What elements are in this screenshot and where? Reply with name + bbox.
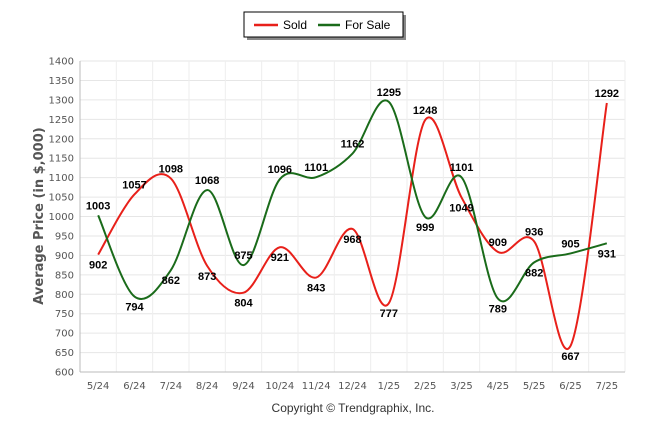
y-tick-label: 1400 xyxy=(49,57,74,68)
y-tick-label: 800 xyxy=(55,290,74,301)
y-tick-label: 1250 xyxy=(49,115,74,126)
y-tick-label: 900 xyxy=(55,251,74,262)
x-tick-label: 5/25 xyxy=(523,381,545,392)
data-label-for-sale: 1096 xyxy=(268,164,292,176)
x-tick-label: 6/24 xyxy=(123,381,145,392)
series-line-sold xyxy=(97,102,608,350)
data-label-sold: 843 xyxy=(307,283,325,295)
y-tick-label: 600 xyxy=(55,368,74,379)
y-tick-label: 1050 xyxy=(49,193,74,204)
data-label-sold: 804 xyxy=(234,298,253,310)
x-tick-label: 5/24 xyxy=(87,381,109,392)
data-label-for-sale: 1101 xyxy=(304,162,328,174)
y-tick-label: 700 xyxy=(55,329,74,340)
data-label-sold: 777 xyxy=(380,308,398,320)
data-label-for-sale: 931 xyxy=(598,248,616,260)
y-tick-label: 750 xyxy=(55,309,74,320)
data-labels: 902 1057 1098 873 804 921 843 968 777 1248 1049 909… xyxy=(86,87,619,363)
data-label-sold: 909 xyxy=(489,237,507,249)
data-label-sold: 873 xyxy=(198,271,216,283)
y-tick-label: 1000 xyxy=(49,212,74,223)
copyright-footer: Copyright © Trendgraphix, Inc. xyxy=(272,401,435,415)
y-tick-label: 950 xyxy=(55,231,74,242)
y-tick-label: 1300 xyxy=(49,95,74,106)
data-label-sold: 1248 xyxy=(413,105,437,117)
grid xyxy=(79,60,626,373)
data-label-for-sale: 1295 xyxy=(377,87,401,99)
data-label-sold: 936 xyxy=(525,226,543,238)
x-tick-label: 11/24 xyxy=(302,381,331,392)
x-tick-label: 9/24 xyxy=(232,381,254,392)
x-tick-label: 10/24 xyxy=(265,381,294,392)
axes: 600 650 700 750 800 850 900 950 1000 1050 1100 1150… xyxy=(49,57,625,392)
x-tick-label: 3/25 xyxy=(450,381,472,392)
data-label-for-sale: 999 xyxy=(416,222,434,234)
x-tick-label: 12/24 xyxy=(338,381,367,392)
y-tick-label: 1150 xyxy=(49,154,74,165)
x-tick-label: 1/25 xyxy=(378,381,400,392)
data-label-for-sale: 875 xyxy=(234,250,252,262)
y-tick-label: 850 xyxy=(55,270,74,281)
data-label-for-sale: 882 xyxy=(525,267,543,279)
legend-label-sold: Sold xyxy=(283,18,307,32)
data-label-for-sale: 794 xyxy=(125,302,144,314)
data-label-for-sale: 1003 xyxy=(86,200,110,212)
data-label-for-sale: 905 xyxy=(561,238,579,250)
legend-label-for-sale: For Sale xyxy=(345,18,391,32)
data-label-sold: 1057 xyxy=(122,179,146,191)
y-axis-label: Average Price (in $,000) xyxy=(32,127,47,304)
y-tick-label: 1350 xyxy=(49,76,74,87)
x-tick-label: 7/24 xyxy=(160,381,182,392)
y-tick-label: 650 xyxy=(55,348,74,359)
data-label-sold: 1049 xyxy=(449,202,473,214)
data-label-for-sale: 1162 xyxy=(341,139,365,151)
series-line-for-sale xyxy=(97,99,608,303)
data-label-sold: 921 xyxy=(271,252,289,264)
y-tick-label: 1100 xyxy=(49,173,74,184)
data-label-for-sale: 789 xyxy=(489,304,507,316)
y-tick-label: 1200 xyxy=(49,134,74,145)
data-label-for-sale: 1068 xyxy=(195,175,219,187)
x-tick-label: 8/24 xyxy=(196,381,218,392)
data-label-sold: 667 xyxy=(561,351,579,363)
x-tick-label: 6/25 xyxy=(559,381,581,392)
data-label-sold: 1098 xyxy=(159,163,183,175)
data-label-for-sale: 862 xyxy=(162,275,180,287)
data-label-sold: 902 xyxy=(89,260,107,272)
legend[interactable]: Sold For Sale xyxy=(243,11,406,40)
data-label-sold: 1292 xyxy=(595,88,619,100)
data-label-for-sale: 1101 xyxy=(450,162,474,174)
x-tick-label: 7/25 xyxy=(596,381,618,392)
data-label-sold: 968 xyxy=(343,234,361,246)
x-tick-label: 2/25 xyxy=(414,381,436,392)
x-tick-label: 4/25 xyxy=(487,381,509,392)
series-lines xyxy=(97,99,608,350)
